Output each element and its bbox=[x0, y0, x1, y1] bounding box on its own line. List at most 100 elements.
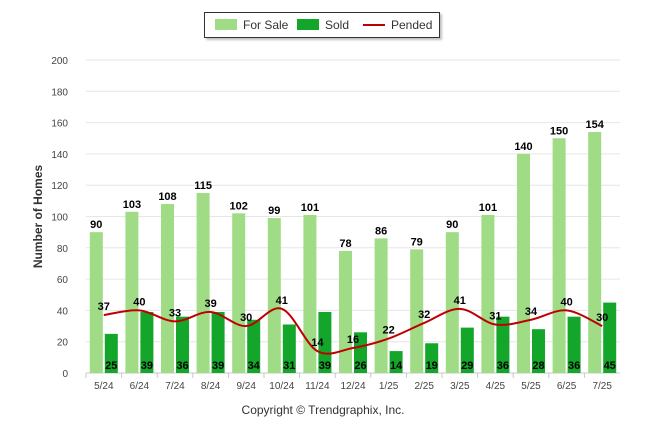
data-label-for-sale: 90 bbox=[446, 219, 458, 231]
data-label-pended: 32 bbox=[418, 309, 430, 321]
bar-for-sale bbox=[196, 193, 210, 373]
data-label-pended: 34 bbox=[525, 306, 538, 318]
y-tick-label: 100 bbox=[51, 213, 68, 224]
legend-label-for-sale: For Sale bbox=[243, 18, 289, 32]
bar-sold bbox=[567, 316, 581, 373]
data-label-pended: 41 bbox=[454, 295, 466, 307]
data-label-for-sale: 101 bbox=[479, 202, 497, 214]
bar-sold bbox=[282, 324, 296, 373]
bar-sold bbox=[460, 327, 474, 373]
y-tick-label: 0 bbox=[62, 369, 68, 380]
bar-sold bbox=[176, 316, 189, 373]
x-tick-label: 6/24 bbox=[130, 381, 150, 392]
data-label-pended: 22 bbox=[382, 325, 394, 337]
y-tick-label: 80 bbox=[57, 244, 69, 255]
data-label-pended: 37 bbox=[98, 301, 110, 313]
y-tick-label: 200 bbox=[51, 56, 68, 67]
data-label-sold: 26 bbox=[354, 360, 366, 372]
legend-label-pended: Pended bbox=[391, 18, 433, 32]
data-label-sold: 31 bbox=[283, 360, 295, 372]
data-label-sold: 39 bbox=[141, 360, 153, 372]
legend-item-pended[interactable]: Pended bbox=[363, 18, 432, 32]
bar-sold bbox=[247, 319, 261, 373]
data-label-pended: 40 bbox=[133, 296, 145, 308]
y-tick-label: 180 bbox=[51, 87, 68, 98]
bar-for-sale bbox=[374, 238, 388, 373]
data-label-for-sale: 140 bbox=[514, 141, 532, 153]
bar-sold bbox=[318, 311, 332, 373]
data-label-pended: 40 bbox=[560, 296, 572, 308]
x-tick-label: 5/24 bbox=[94, 381, 114, 392]
data-label-sold: 36 bbox=[568, 360, 580, 372]
line-pended bbox=[103, 307, 603, 355]
data-label-sold: 45 bbox=[604, 360, 616, 372]
x-tick-label: 12/24 bbox=[340, 381, 365, 392]
bar-for-sale bbox=[232, 213, 246, 373]
bar-sold bbox=[211, 311, 225, 373]
bar-sold bbox=[354, 332, 367, 373]
y-tick-label: 60 bbox=[57, 275, 69, 286]
data-label-pended: 16 bbox=[347, 334, 359, 346]
bar-for-sale bbox=[517, 153, 530, 373]
x-tick-label: 5/25 bbox=[521, 381, 541, 392]
y-tick-label: 160 bbox=[51, 119, 68, 130]
data-label-sold: 28 bbox=[532, 360, 544, 372]
data-label-sold: 39 bbox=[212, 360, 224, 372]
x-tick-label: 1/25 bbox=[379, 381, 399, 392]
bar-sold bbox=[532, 329, 545, 373]
data-label-for-sale: 86 bbox=[375, 225, 387, 237]
data-label-pended: 39 bbox=[204, 298, 216, 310]
bar-for-sale bbox=[161, 203, 174, 373]
data-label-for-sale: 78 bbox=[339, 238, 351, 250]
legend-swatch-pended bbox=[363, 24, 385, 26]
bar-for-sale bbox=[267, 218, 281, 373]
bar-sold bbox=[389, 351, 403, 373]
y-tick-label: 140 bbox=[51, 150, 68, 161]
data-label-for-sale: 99 bbox=[268, 205, 280, 217]
y-axis-title: Number of Homes bbox=[31, 165, 45, 269]
data-label-sold: 36 bbox=[497, 360, 509, 372]
x-tick-label: 7/24 bbox=[165, 381, 185, 392]
data-label-sold: 39 bbox=[319, 360, 331, 372]
copyright-text: Copyright © Trendgraphix, Inc. bbox=[241, 403, 405, 417]
bar-sold bbox=[104, 333, 118, 373]
data-label-for-sale: 102 bbox=[230, 200, 248, 212]
legend-label-sold: Sold bbox=[325, 18, 350, 32]
data-label-for-sale: 150 bbox=[550, 125, 568, 137]
bar-for-sale bbox=[481, 214, 495, 373]
legend-item-sold[interactable]: Sold bbox=[297, 18, 349, 32]
x-tick-label: 8/24 bbox=[201, 381, 221, 392]
legend-item-for-sale[interactable]: For Sale bbox=[215, 18, 288, 32]
bar-for-sale bbox=[339, 250, 352, 373]
x-tick-label: 6/25 bbox=[557, 381, 577, 392]
x-tick-label: 3/25 bbox=[450, 381, 470, 392]
bar-for-sale bbox=[410, 249, 424, 373]
data-label-sold: 29 bbox=[461, 360, 473, 372]
bar-for-sale bbox=[552, 138, 566, 373]
data-label-pended: 31 bbox=[489, 310, 501, 322]
bar-for-sale bbox=[588, 131, 602, 373]
bar-for-sale bbox=[125, 211, 139, 373]
legend: For Sale Sold Pended bbox=[204, 12, 440, 38]
bar-for-sale bbox=[89, 232, 103, 373]
x-tick-label: 7/25 bbox=[592, 381, 612, 392]
y-tick-label: 120 bbox=[51, 181, 68, 192]
x-tick-label: 2/25 bbox=[414, 381, 434, 392]
y-tick-label: 40 bbox=[57, 306, 69, 317]
bar-for-sale bbox=[445, 232, 459, 373]
x-tick-label: 10/24 bbox=[269, 381, 294, 392]
data-label-pended: 14 bbox=[311, 337, 324, 349]
x-tick-label: 9/24 bbox=[236, 381, 256, 392]
bar-sold bbox=[140, 311, 154, 373]
data-label-for-sale: 154 bbox=[586, 119, 605, 131]
data-label-sold: 19 bbox=[426, 360, 438, 372]
legend-swatch-sold bbox=[297, 19, 319, 30]
y-tick-label: 20 bbox=[57, 338, 69, 349]
data-label-sold: 25 bbox=[105, 360, 117, 372]
data-label-for-sale: 101 bbox=[301, 202, 319, 214]
data-label-for-sale: 115 bbox=[194, 180, 212, 192]
data-label-sold: 14 bbox=[390, 360, 403, 372]
data-label-pended: 41 bbox=[276, 295, 288, 307]
data-label-for-sale: 108 bbox=[158, 191, 176, 203]
